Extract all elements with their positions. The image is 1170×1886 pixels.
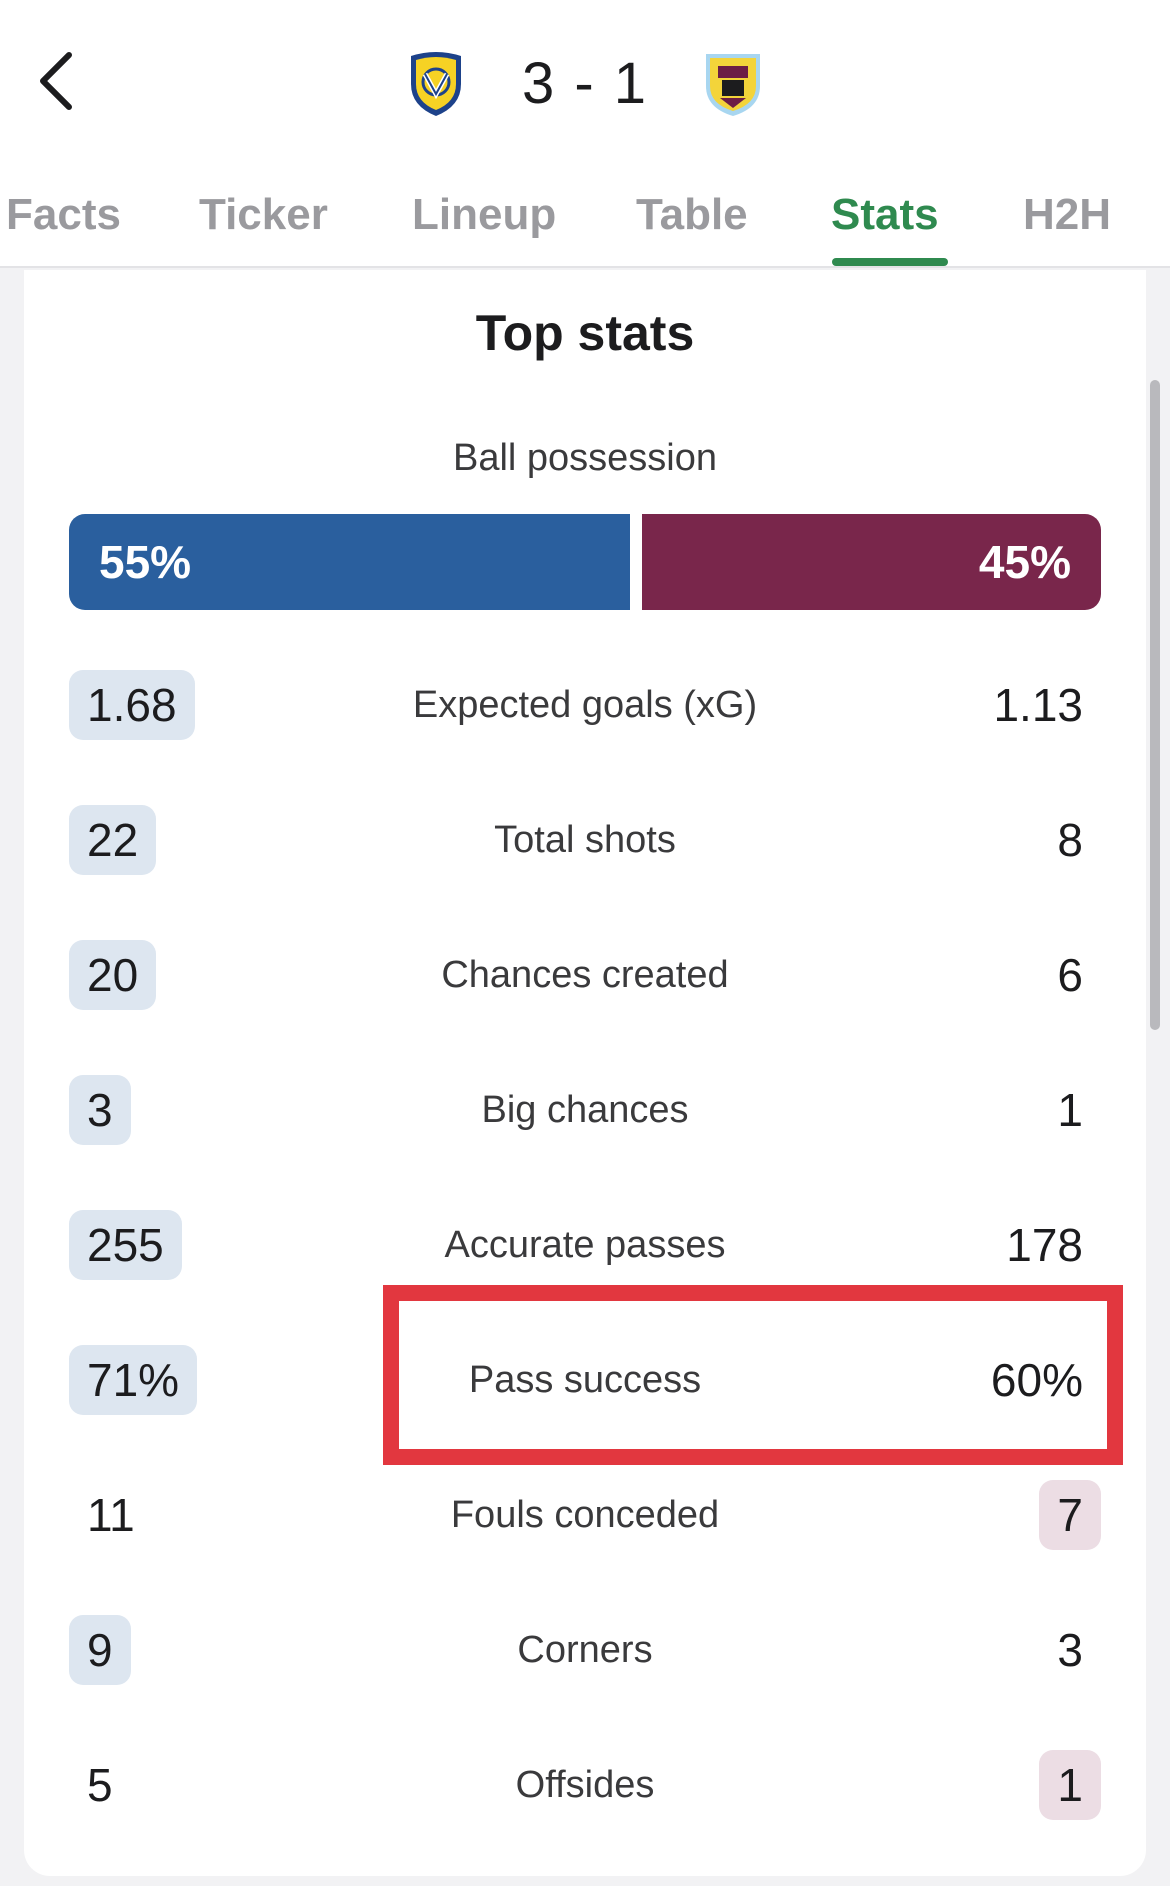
tab-ticker[interactable]: Ticker — [199, 190, 328, 239]
stat-label: Corners — [517, 1629, 653, 1671]
stat-home-value: 3 — [69, 1075, 131, 1145]
back-button[interactable] — [20, 46, 90, 116]
stat-label: Expected goals (xG) — [412, 684, 758, 726]
chevron-left-icon — [40, 52, 72, 110]
stat-away-value: 1 — [1057, 1084, 1083, 1136]
stat-row-big-chances: Big chances 3 1 — [69, 1075, 1101, 1145]
leeds-united-crest-icon[interactable] — [405, 48, 467, 118]
stat-away-value: 3 — [1057, 1624, 1083, 1676]
stat-row-corners: Corners 9 3 — [69, 1615, 1101, 1685]
stat-row-xg: Expected goals (xG) 1.68 1.13 — [69, 670, 1101, 740]
possession-label: Ball possession — [452, 437, 718, 479]
stat-away-value: 60% — [990, 1354, 1083, 1406]
stat-home-value: 5 — [87, 1759, 113, 1811]
stat-label: Chances created — [441, 954, 729, 996]
stat-label: Offsides — [515, 1764, 655, 1806]
match-header: 3 - 1 Facts Ticker Lineup Table Stats H2… — [0, 0, 1170, 268]
stat-away-value: 6 — [1057, 949, 1083, 1001]
possession-away: 45% — [642, 514, 1101, 610]
stat-home-value: 22 — [69, 805, 157, 875]
tab-h2h[interactable]: H2H — [1023, 190, 1112, 239]
tab-table[interactable]: Table — [636, 190, 748, 239]
tab-facts[interactable]: Facts — [6, 190, 121, 239]
stat-home-value: 11 — [87, 1489, 135, 1541]
stat-row-fouls-conceded: Fouls conceded 11 7 — [69, 1480, 1101, 1550]
possession-away-value: 45% — [978, 536, 1071, 588]
tab-stats[interactable]: Stats — [831, 190, 939, 239]
stat-label: Fouls conceded — [450, 1494, 720, 1536]
possession-bar: 55% 45% — [69, 514, 1101, 610]
stat-row-offsides: Offsides 5 1 — [69, 1750, 1101, 1820]
stat-home-value: 9 — [69, 1615, 131, 1685]
match-tabs: Facts Ticker Lineup Table Stats H2H — [0, 170, 1170, 268]
stat-label: Pass success — [468, 1359, 702, 1401]
match-score: 3 - 1 — [521, 51, 649, 116]
stat-home-value: 1.68 — [69, 670, 195, 740]
possession-home-value: 55% — [99, 536, 192, 588]
stat-label: Accurate passes — [444, 1224, 726, 1266]
possession-home: 55% — [69, 514, 630, 610]
tab-lineup[interactable]: Lineup — [412, 190, 557, 239]
pass-success-highlight-box — [383, 1285, 1123, 1465]
top-stats-card: Top stats Ball possession 55% 45% Expect… — [24, 270, 1146, 1876]
stat-row-total-shots: Total shots 22 8 — [69, 805, 1101, 875]
stat-away-value: 7 — [1039, 1480, 1101, 1550]
stat-row-pass-success: Pass success 71% 60% — [69, 1345, 1101, 1415]
scrollbar[interactable] — [1150, 380, 1160, 1030]
stat-away-value: 1 — [1039, 1750, 1101, 1820]
stat-home-value: 71% — [69, 1345, 198, 1415]
card-title: Top stats — [475, 305, 695, 361]
stat-away-value: 178 — [1006, 1219, 1083, 1271]
burnley-crest-icon[interactable] — [702, 48, 764, 118]
stat-home-value: 20 — [69, 940, 157, 1010]
stat-row-accurate-passes: Accurate passes 255 178 — [69, 1210, 1101, 1280]
stat-label: Total shots — [494, 819, 676, 861]
stat-away-value: 8 — [1057, 814, 1083, 866]
stat-away-value: 1.13 — [993, 679, 1083, 731]
stat-label: Big chances — [481, 1089, 689, 1131]
active-tab-indicator — [832, 258, 948, 266]
stat-row-chances-created: Chances created 20 6 — [69, 940, 1101, 1010]
stat-home-value: 255 — [69, 1210, 182, 1280]
